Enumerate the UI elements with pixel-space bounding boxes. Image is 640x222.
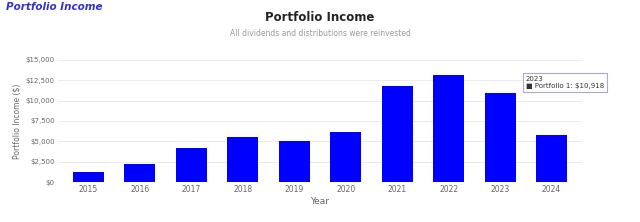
Text: All dividends and distributions were reinvested: All dividends and distributions were rei…: [230, 29, 410, 38]
Y-axis label: Portfolio Income ($): Portfolio Income ($): [12, 83, 21, 159]
Bar: [330, 132, 361, 182]
Text: Portfolio Income: Portfolio Income: [266, 11, 374, 24]
Bar: [73, 172, 104, 182]
Bar: [381, 86, 413, 182]
Bar: [227, 137, 259, 182]
Bar: [536, 135, 567, 182]
Text: Portfolio Income: Portfolio Income: [6, 2, 103, 12]
X-axis label: Year: Year: [310, 197, 330, 206]
Bar: [279, 141, 310, 182]
Bar: [484, 93, 515, 182]
Bar: [433, 75, 464, 182]
Bar: [125, 164, 156, 182]
Text: 2023
■ Portfolio 1: $10,918: 2023 ■ Portfolio 1: $10,918: [526, 76, 604, 89]
Bar: [176, 148, 207, 182]
